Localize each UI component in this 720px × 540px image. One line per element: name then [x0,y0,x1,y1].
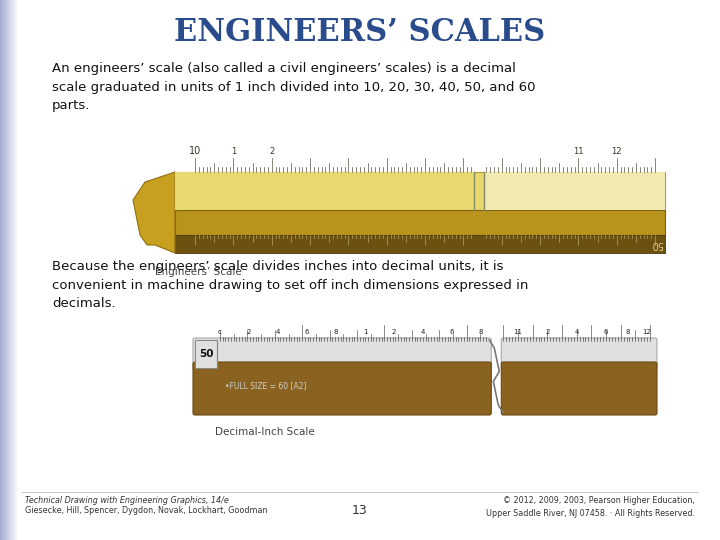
FancyBboxPatch shape [175,172,665,210]
Text: 4: 4 [276,329,280,335]
Text: 50: 50 [199,349,213,359]
Bar [175,235,665,253]
Text: An engineers’ scale (also called a civil engineers’ scales) is a decimal
scale g: An engineers’ scale (also called a civil… [52,62,536,112]
Text: 6: 6 [450,329,454,335]
Text: 2: 2 [545,329,549,335]
FancyBboxPatch shape [501,338,657,370]
Text: 6: 6 [305,329,310,335]
Text: 4: 4 [575,329,579,335]
Text: 1: 1 [230,147,236,156]
FancyBboxPatch shape [193,362,491,415]
Text: 10: 10 [189,146,201,156]
Text: Because the engineers’ scale divides inches into decimal units, it is
convenient: Because the engineers’ scale divides inc… [52,260,528,310]
Text: 1: 1 [363,329,367,335]
Text: 4: 4 [421,329,426,335]
Text: •FULL SIZE = 60 [A2]: •FULL SIZE = 60 [A2] [225,381,307,390]
Text: 2: 2 [392,329,396,335]
Bar [175,210,665,235]
Text: 8: 8 [334,329,338,335]
Text: Giesecke, Hill, Spencer, Dygdon, Novak, Lockhart, Goodman: Giesecke, Hill, Spencer, Dygdon, Novak, … [25,506,268,515]
Text: 12: 12 [643,329,652,335]
Text: Technical Drawing with Engineering Graphics, 14/e: Technical Drawing with Engineering Graph… [25,496,229,505]
Text: 6: 6 [604,329,608,335]
Bar [484,172,665,210]
Text: 2: 2 [269,147,274,156]
Text: 12: 12 [611,147,622,156]
Text: ENGINEERS’ SCALES: ENGINEERS’ SCALES [174,17,546,48]
Text: 11: 11 [573,147,584,156]
FancyBboxPatch shape [501,362,657,415]
Text: 11: 11 [513,329,523,335]
FancyBboxPatch shape [193,338,491,370]
Text: 2: 2 [247,329,251,335]
Text: c: c [218,329,222,335]
Text: © 2012, 2009, 2003, Pearson Higher Education,
Upper Saddle River, NJ 07458. · Al: © 2012, 2009, 2003, Pearson Higher Educa… [486,496,695,517]
Bar [175,172,474,210]
Text: 50: 50 [651,239,663,249]
Text: 13: 13 [352,504,368,517]
Text: Engineers’ Scale: Engineers’ Scale [155,267,242,277]
Text: Decimal-Inch Scale: Decimal-Inch Scale [215,427,315,437]
Text: 8: 8 [479,329,483,335]
Bar [195,340,217,368]
Text: 8: 8 [626,329,630,335]
Polygon shape [133,172,175,253]
